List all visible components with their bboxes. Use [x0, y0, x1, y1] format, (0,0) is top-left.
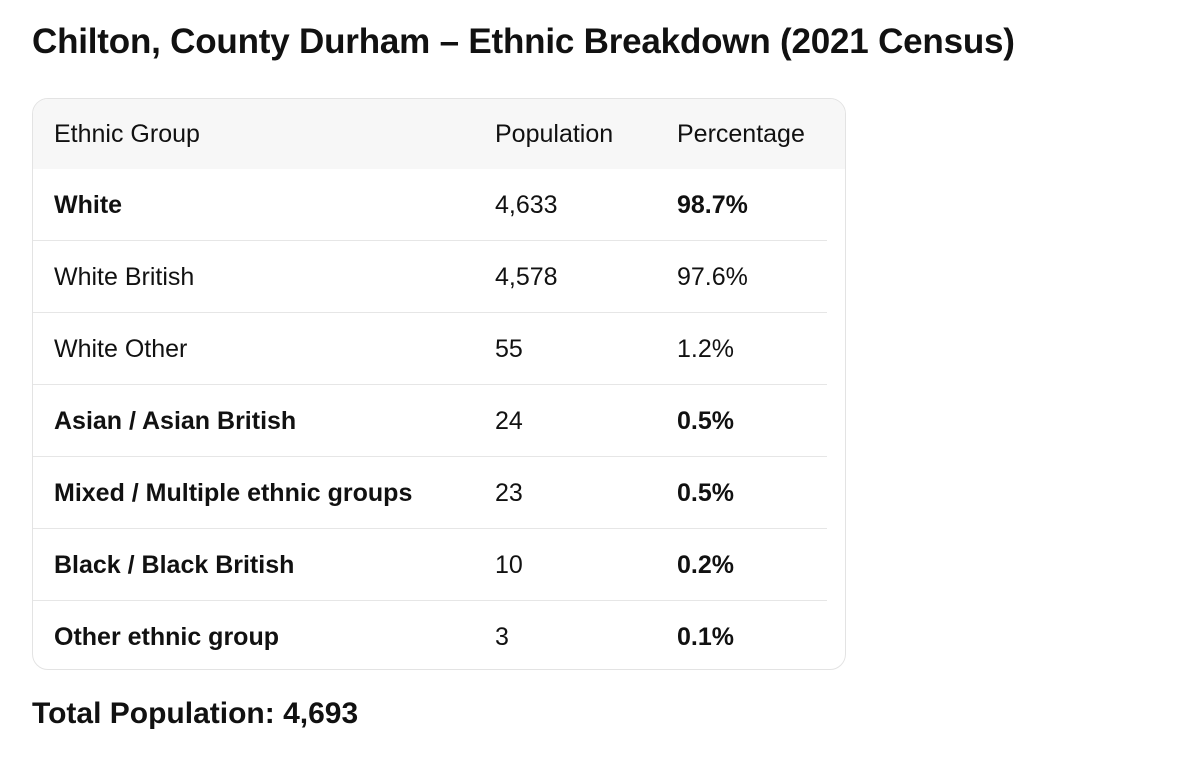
ethnic-group-cell: White British: [33, 241, 495, 313]
percentage-cell: 0.1%: [677, 622, 734, 651]
total-population-value: 4,693: [283, 697, 359, 730]
ethnic-breakdown-table-card: Ethnic Group Population Percentage White…: [32, 98, 846, 670]
population-cell: 10: [495, 529, 677, 601]
percentage-cell: 0.2%: [677, 529, 845, 601]
total-population: Total Population: 4,693: [32, 697, 358, 731]
table-row: Black / Black British 10 0.2%: [33, 529, 845, 601]
table-row: White 4,633 98.7%: [33, 169, 845, 241]
ethnic-group-cell: Black / Black British: [33, 529, 495, 601]
ethnic-group-cell: Asian / Asian British: [33, 385, 495, 457]
percentage-cell: 0.5%: [677, 385, 845, 457]
population-cell: 55: [495, 313, 677, 385]
percentage-cell: 1.2%: [677, 313, 845, 385]
table-row: Asian / Asian British 24 0.5%: [33, 385, 845, 457]
ethnic-group-cell: Other ethnic group: [54, 622, 279, 651]
ethnic-group-cell: Mixed / Multiple ethnic groups: [33, 457, 495, 529]
table-body: White 4,633 98.7% White British 4,578 97…: [33, 169, 845, 669]
table-row: Mixed / Multiple ethnic groups 23 0.5%: [33, 457, 845, 529]
percentage-cell: 0.5%: [677, 457, 845, 529]
population-cell: 24: [495, 385, 677, 457]
page-title: Chilton, County Durham – Ethnic Breakdow…: [32, 22, 1015, 61]
population-cell: 23: [495, 457, 677, 529]
column-header-percentage: Percentage: [677, 119, 805, 148]
table-row: White British 4,578 97.6%: [33, 241, 845, 313]
table-row: White Other 55 1.2%: [33, 313, 845, 385]
percentage-cell: 98.7%: [677, 169, 845, 241]
table-header: Ethnic Group Population Percentage: [33, 99, 845, 169]
ethnic-group-cell: White Other: [33, 313, 495, 385]
table-row: Other ethnic group 3 0.1%: [33, 601, 845, 669]
column-header-ethnic-group: Ethnic Group: [54, 119, 200, 148]
percentage-cell: 97.6%: [677, 241, 845, 313]
population-cell: 4,633: [495, 169, 677, 241]
population-cell: 4,578: [495, 241, 677, 313]
ethnic-breakdown-table: Ethnic Group Population Percentage White…: [33, 99, 845, 669]
total-population-label: Total Population:: [32, 697, 275, 730]
column-header-population: Population: [495, 119, 614, 148]
table-header-row: Ethnic Group Population Percentage: [33, 99, 845, 169]
ethnic-group-cell: White: [33, 169, 495, 241]
population-cell: 3: [495, 622, 509, 651]
